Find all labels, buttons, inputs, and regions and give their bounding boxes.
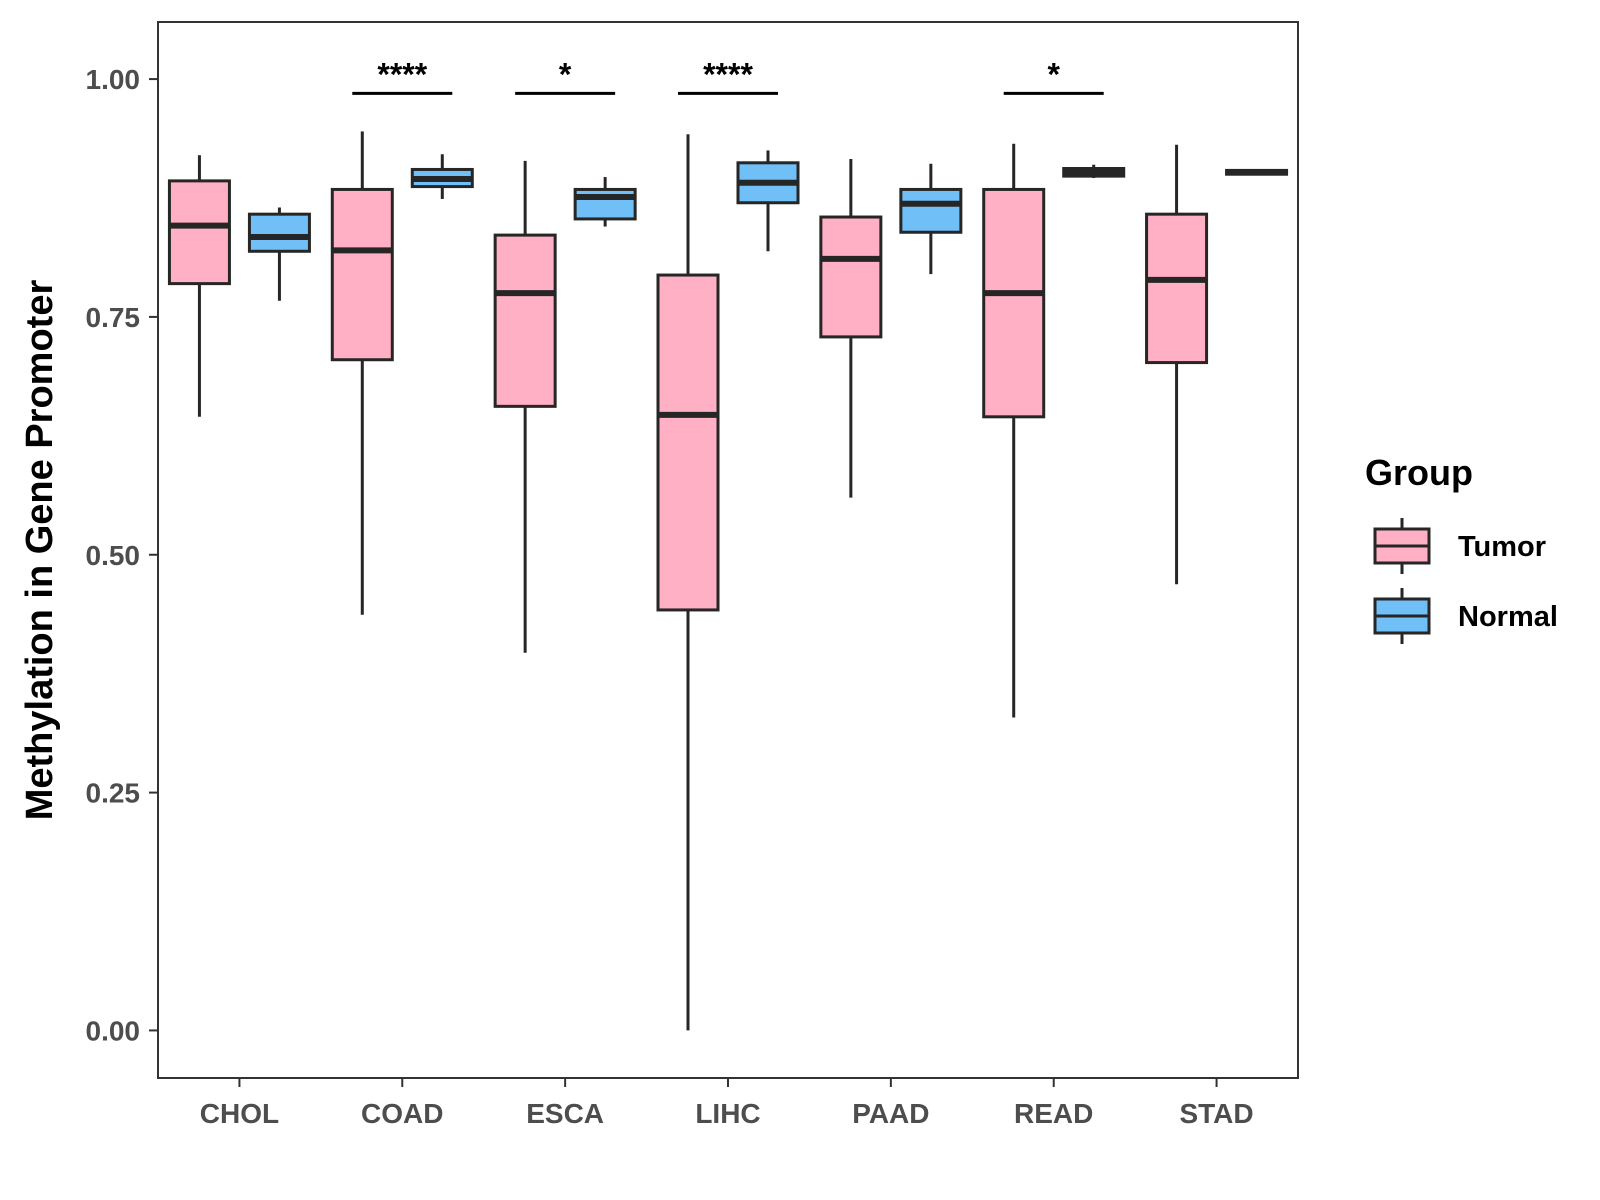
y-tick-label: 1.00: [86, 64, 141, 95]
box-tumor-coad: [330, 131, 394, 615]
significance-label: *: [559, 56, 572, 92]
x-tick-label: ESCA: [526, 1098, 604, 1129]
legend-label: Tumor: [1458, 531, 1546, 563]
box-normal-coad: [410, 154, 474, 199]
box-tumor-read: [982, 143, 1046, 718]
y-tick-label: 0.25: [86, 778, 141, 809]
significance-label: *: [1047, 56, 1060, 92]
legend: Group Tumor Normal: [1365, 452, 1558, 644]
x-tick-label: PAAD: [852, 1098, 929, 1129]
x-tick-label: STAD: [1179, 1098, 1253, 1129]
box-tumor-esca: [493, 160, 557, 653]
x-tick-label: COAD: [361, 1098, 443, 1129]
legend-label: Normal: [1458, 601, 1558, 633]
box-series: [167, 131, 1289, 1031]
significance-label: ****: [377, 56, 427, 92]
y-tick-label: 0.50: [86, 540, 141, 571]
x-tick-label: READ: [1014, 1098, 1093, 1129]
x-tick-label: CHOL: [200, 1098, 279, 1129]
legend-item-tumor: Tumor: [1373, 518, 1546, 574]
box-normal-lihc: [736, 150, 800, 252]
y-tick-label: 0.75: [86, 302, 141, 333]
x-axis: CHOL COAD ESCA LIHC PAAD READ STAD: [200, 1078, 1254, 1129]
box-iqr: [656, 273, 720, 612]
box-iqr: [247, 212, 311, 253]
x-tick-label: LIHC: [695, 1098, 760, 1129]
significance-label: ****: [703, 56, 753, 92]
legend-title: Group: [1365, 452, 1473, 493]
box-tumor-paad: [819, 158, 883, 498]
box-iqr: [899, 187, 963, 234]
box-tumor-stad: [1145, 144, 1209, 585]
box-iqr: [330, 187, 394, 362]
box-normal-chol: [247, 207, 311, 301]
box-iqr: [167, 179, 231, 286]
y-axis: 0.00 0.25 0.50 0.75 1.00: [86, 64, 158, 1046]
box-iqr: [1145, 212, 1209, 365]
plot-panel: [157, 21, 1299, 1079]
box-normal-read: [1062, 164, 1126, 179]
y-tick-label: 0.00: [86, 1015, 141, 1046]
box-tumor-chol: [167, 155, 231, 417]
box-iqr: [819, 215, 883, 339]
box-iqr: [573, 187, 637, 221]
box-iqr: [982, 187, 1046, 419]
box-normal-stad: [1225, 168, 1289, 176]
box-iqr: [493, 233, 557, 408]
y-axis-title: Methylation in Gene Promoter: [19, 280, 61, 821]
box-normal-paad: [899, 163, 963, 275]
significance-annotations: **** * **** *: [352, 56, 1104, 95]
legend-item-normal: Normal: [1373, 588, 1558, 644]
box-normal-esca: [573, 177, 637, 227]
box-tumor-lihc: [656, 134, 720, 1031]
